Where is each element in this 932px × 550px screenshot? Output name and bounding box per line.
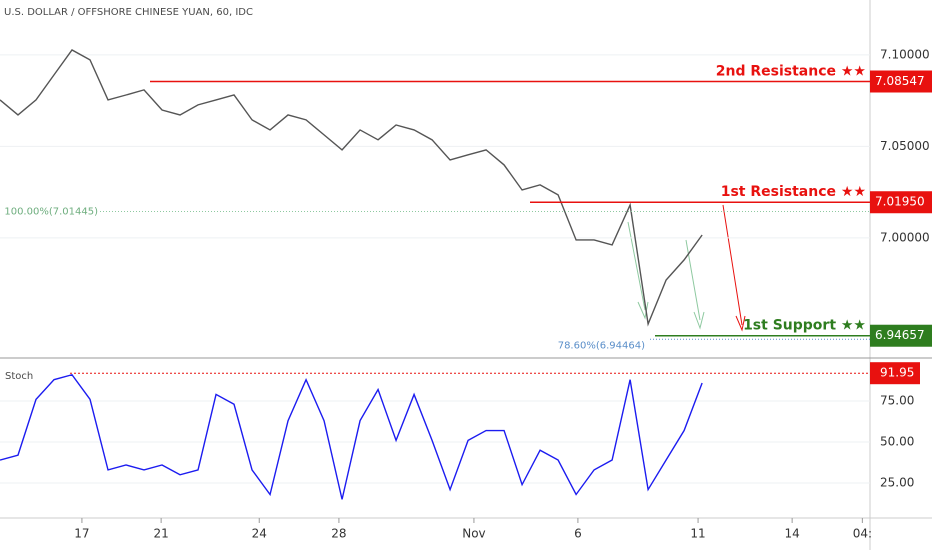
- x-tick-label: 24: [252, 527, 267, 541]
- x-tick-label: 11: [690, 527, 705, 541]
- fib-label: 100.00%(7.01445): [4, 206, 98, 217]
- stoch-title: Stoch: [5, 371, 33, 382]
- y-tick-label: 7.05000: [880, 139, 930, 153]
- price-line: [0, 49, 703, 327]
- price-tag-label: 7.08547: [875, 74, 925, 88]
- price-tag: [870, 70, 932, 93]
- y-tick-label: 25.00: [880, 476, 914, 490]
- level-text: 1st Resistance ★★: [721, 184, 866, 200]
- price-line: [0, 373, 703, 500]
- stoch-tag: [870, 362, 920, 385]
- y-tick-label: 7.00000: [880, 230, 930, 244]
- x-tick-label: 04:: [853, 527, 872, 541]
- y-tick-label: 50.00: [880, 435, 914, 449]
- fib-label: 78.60%(6.94464): [558, 340, 645, 351]
- stoch-tag-label: 91.95: [880, 366, 914, 380]
- level-text: 2nd Resistance ★★: [716, 64, 866, 80]
- price-tag-label: 6.94657: [875, 328, 925, 342]
- x-tick-label: 21: [153, 527, 168, 541]
- arrows: [627, 204, 746, 332]
- x-tick-label: 28: [331, 527, 346, 541]
- y-tick-label: 7.10000: [880, 47, 930, 61]
- chart-title: U.S. DOLLAR / OFFSHORE CHINESE YUAN, 60,…: [4, 7, 253, 18]
- x-tick-label: 17: [74, 527, 89, 541]
- price-tag: [870, 191, 932, 214]
- x-tick-label: 14: [784, 527, 799, 541]
- price-tag-label: 7.01950: [875, 195, 925, 209]
- y-tick-label: 75.00: [880, 394, 914, 408]
- x-tick-label: 6: [574, 527, 582, 541]
- x-tick-label: Nov: [462, 527, 485, 541]
- price-tag: [870, 324, 932, 347]
- level-text: 1st Support ★★: [743, 318, 866, 334]
